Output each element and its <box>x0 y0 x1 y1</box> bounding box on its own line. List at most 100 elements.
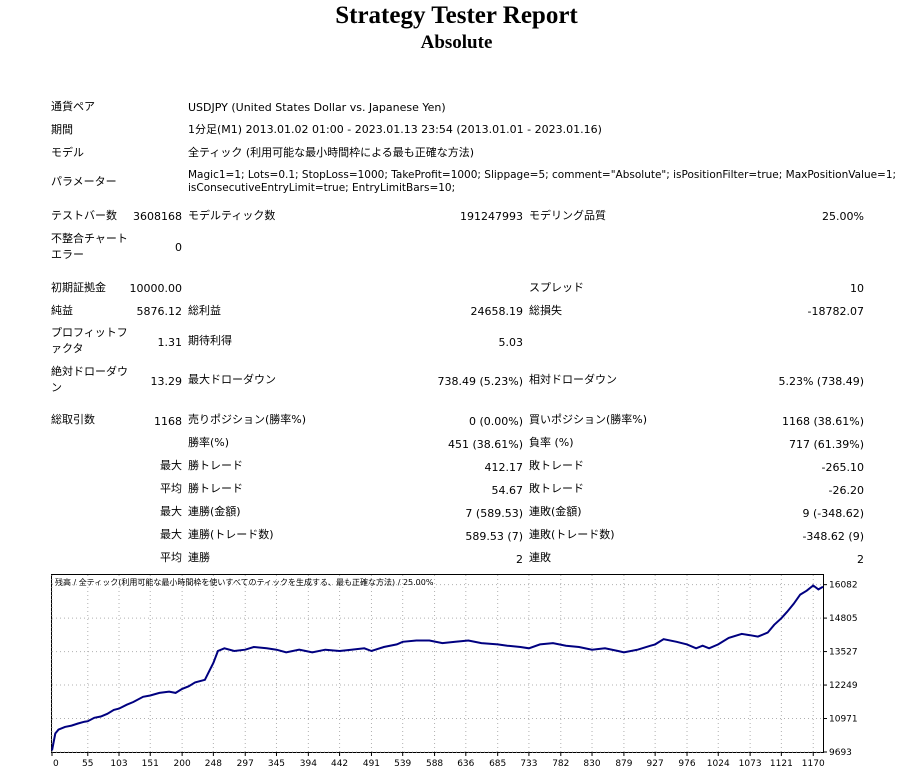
x-tick-label: 830 <box>583 759 600 769</box>
max-consec-wins-value: 7 (589.53) <box>465 507 523 520</box>
largest-win-label: 勝トレード <box>188 459 243 472</box>
gross-loss-value: -18782.07 <box>807 305 864 318</box>
max-drawdown-value: 738.49 (5.23%) <box>437 375 523 388</box>
win-rate-value: 451 (38.61%) <box>447 438 523 451</box>
ticks-label: モデルティック数 <box>188 209 276 222</box>
abs-drawdown-label-line-2: ン <box>51 381 62 394</box>
mismatch-value: 0 <box>175 241 182 254</box>
bars-value: 3608168 <box>133 210 182 223</box>
x-tick-label: 0 <box>53 759 59 769</box>
largest-loss-label: 敗トレード <box>529 459 584 472</box>
avg-win-value: 54.67 <box>491 484 524 497</box>
x-tick-label: 685 <box>489 759 506 769</box>
x-tick-label: 1073 <box>739 759 762 769</box>
total-trades-label: 総取引数 <box>51 413 95 426</box>
max-consec-losses-label: 連敗(金額) <box>529 505 582 518</box>
x-tick-label: 879 <box>615 759 632 769</box>
avg-consec-losses-value: 2 <box>857 553 864 566</box>
balance-line <box>51 584 824 751</box>
max-consec-label: 最大 <box>160 505 182 518</box>
avg-consec-losses-label: 連敗 <box>529 551 551 564</box>
rel-drawdown-value: 5.23% (738.49) <box>778 375 864 388</box>
max-consec-profit-value: 589.53 (7) <box>465 530 523 543</box>
max-consec-wins-label: 連勝(金額) <box>188 505 241 518</box>
ticks-value: 191247993 <box>460 210 523 223</box>
gross-loss-label: 総損失 <box>529 304 562 317</box>
abs-drawdown-value: 13.29 <box>150 375 183 388</box>
max-consec-profit-label: 連勝(トレード数) <box>188 528 274 541</box>
period-value: 1分足(M1) 2013.01.02 01:00 - 2023.01.13 23… <box>188 123 602 136</box>
x-tick-label: 151 <box>142 759 159 769</box>
x-tick-label: 491 <box>363 759 380 769</box>
x-tick-label: 394 <box>300 759 317 769</box>
x-tick-label: 1170 <box>802 759 825 769</box>
x-tick-label: 297 <box>237 759 254 769</box>
largest-loss-value: -265.10 <box>821 461 864 474</box>
gross-profit-label: 総利益 <box>188 304 221 317</box>
avg-consec-label: 平均 <box>160 551 182 564</box>
x-tick-label: 733 <box>520 759 537 769</box>
max-consec-count-label: 最大 <box>160 528 182 541</box>
long-positions-value: 1168 (38.61%) <box>781 415 864 428</box>
y-tick-label: 14805 <box>829 614 858 624</box>
avg-consec-wins-label: 連勝 <box>188 551 210 564</box>
avg-consec-wins-value: 2 <box>516 553 523 566</box>
params-line-2: isConsecutiveEntryLimit=true; EntryLimit… <box>188 182 456 194</box>
max-consec-loss-count-label: 連敗(トレード数) <box>529 528 615 541</box>
x-tick-label: 55 <box>82 759 93 769</box>
x-tick-label: 539 <box>394 759 411 769</box>
net-profit-value: 5876.12 <box>136 305 183 318</box>
x-tick-label: 248 <box>205 759 222 769</box>
symbol-label: 通貨ペア <box>51 100 95 113</box>
spread-label: スプレッド <box>529 281 584 294</box>
max-consec-loss-count-value: -348.62 (9) <box>802 530 864 543</box>
average-label: 平均 <box>160 482 182 495</box>
model-label: モデル <box>51 146 84 159</box>
expected-payoff-value: 5.03 <box>498 336 524 349</box>
largest-win-value: 412.17 <box>484 461 524 474</box>
total-trades-value: 1168 <box>154 415 182 428</box>
params-line-1: Magic1=1; Lots=0.1; StopLoss=1000; TakeP… <box>188 169 897 181</box>
loss-rate-value: 717 (61.39%) <box>788 438 864 451</box>
avg-loss-label: 敗トレード <box>529 482 584 495</box>
rel-drawdown-label: 相対ドローダウン <box>529 373 617 386</box>
x-tick-label: 636 <box>457 759 474 769</box>
max-drawdown-label: 最大ドローダウン <box>188 373 276 386</box>
x-tick-label: 1024 <box>707 759 730 769</box>
x-tick-label: 345 <box>268 759 285 769</box>
avg-loss-value: -26.20 <box>828 484 864 497</box>
gross-profit-value: 24658.19 <box>470 305 524 318</box>
x-tick-label: 200 <box>174 759 191 769</box>
model-value: 全ティック (利用可能な最小時間枠による最も正確な方法) <box>188 146 475 159</box>
y-tick-label: 10971 <box>829 715 858 725</box>
net-profit-label: 純益 <box>51 304 73 317</box>
x-tick-label: 103 <box>110 759 127 769</box>
x-tick-label: 442 <box>331 759 348 769</box>
avg-win-label: 勝トレード <box>188 482 243 495</box>
max-consec-losses-value: 9 (-348.62) <box>802 507 864 520</box>
quality-value: 25.00% <box>822 210 864 223</box>
win-rate-label: 勝率(%) <box>188 436 230 449</box>
y-tick-label: 12249 <box>829 681 858 691</box>
profit-factor-value: 1.31 <box>157 336 183 349</box>
report-title: Strategy Tester Report <box>335 2 578 29</box>
x-tick-label: 976 <box>678 759 695 769</box>
loss-rate-label: 負率 (%) <box>529 436 574 449</box>
x-tick-label: 927 <box>647 759 664 769</box>
y-tick-label: 16082 <box>829 581 858 591</box>
y-tick-label: 9693 <box>829 748 852 758</box>
x-tick-label: 588 <box>426 759 443 769</box>
chart-plot-frame <box>51 574 824 753</box>
deposit-label: 初期証拠金 <box>51 281 106 294</box>
mismatch-label-line-1: 不整合チャート <box>51 232 128 245</box>
short-positions-value: 0 (0.00%) <box>468 415 523 428</box>
chart-title: 残高 / 全ティック(利用可能な最小時間枠を使いすべてのティックを生成する、最も… <box>55 577 434 587</box>
mismatch-label-line-2: エラー <box>51 248 84 261</box>
x-tick-label: 782 <box>552 759 569 769</box>
y-tick-label: 13527 <box>829 648 858 658</box>
report-subtitle: Absolute <box>420 32 493 53</box>
params-label: パラメーター <box>51 175 117 188</box>
profit-factor-label-line-2: ァクタ <box>51 342 84 355</box>
balance-chart-svg: 残高 / 全ティック(利用可能な最小時間枠を使いすべてのティックを生成する、最も… <box>51 574 858 769</box>
balance-chart: 残高 / 全ティック(利用可能な最小時間枠を使いすべてのティックを生成する、最も… <box>51 574 913 771</box>
